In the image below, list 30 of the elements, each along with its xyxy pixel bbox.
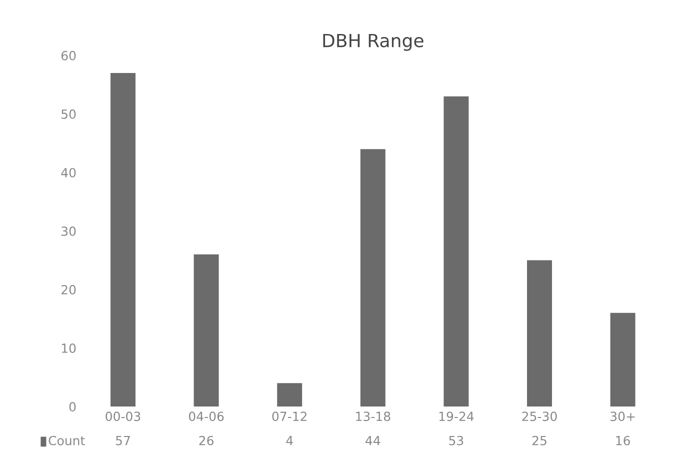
- y-tick-label: 40: [61, 168, 76, 178]
- bar: [444, 96, 469, 407]
- legend-label: Count: [48, 436, 85, 446]
- data-label: 53: [449, 436, 464, 446]
- y-tick-label: 30: [62, 226, 76, 236]
- x-tick-label: 19-24: [439, 412, 474, 422]
- bar: [277, 383, 302, 407]
- x-tick-label: 13-18: [356, 412, 390, 422]
- x-tick-label: 25-30: [522, 412, 557, 422]
- x-tick-label: 04-06: [188, 412, 224, 422]
- data-label: 16: [616, 436, 630, 446]
- x-tick-label: 00-03: [106, 412, 140, 422]
- y-tick-label: 60: [61, 50, 76, 60]
- y-tick-label: 20: [62, 284, 76, 294]
- x-tick-label: 30+: [610, 412, 635, 422]
- y-tick-label: 0: [69, 402, 76, 412]
- data-label: 57: [116, 436, 130, 446]
- data-label: 25: [532, 436, 546, 446]
- bar: [610, 312, 636, 407]
- bar: [194, 254, 219, 407]
- y-tick-label: 50: [62, 109, 76, 119]
- data-label: 4: [286, 436, 293, 446]
- y-tick-label: 10: [62, 344, 76, 353]
- bar: [360, 149, 386, 407]
- chart-title: DBH Range: [323, 34, 424, 51]
- data-label: 26: [199, 436, 214, 446]
- x-tick-label: 07-12: [272, 412, 307, 422]
- bar: [110, 72, 136, 407]
- data-label: 44: [366, 436, 380, 446]
- bar: [527, 260, 552, 407]
